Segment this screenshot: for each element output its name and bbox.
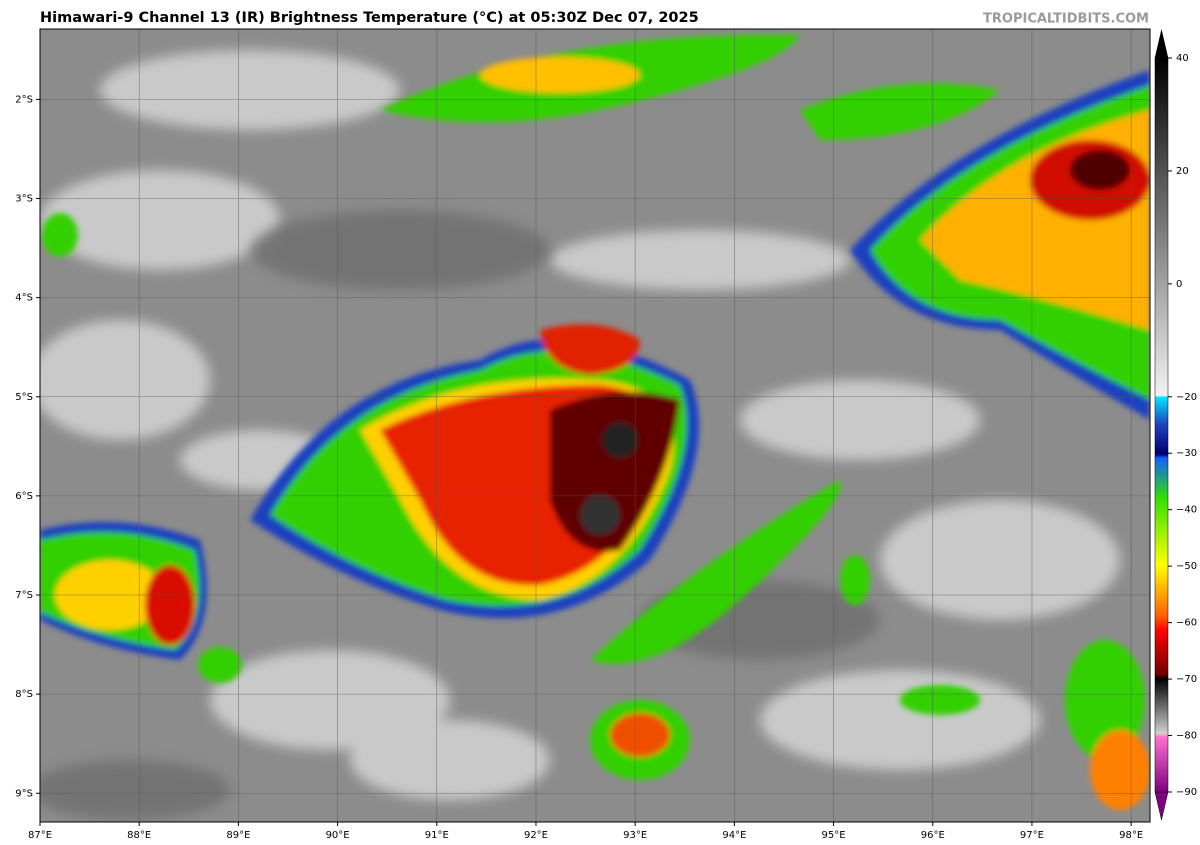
y-tick-label: 8°S	[15, 689, 33, 700]
colorbar-tick-label: −40	[1176, 505, 1197, 516]
y-tick-label: 2°S	[15, 94, 33, 105]
x-tick-label: 87°E	[28, 830, 52, 841]
colorbar-tick-label: −70	[1176, 674, 1197, 685]
colorbar-tick-label: −50	[1176, 561, 1197, 572]
x-tick-label: 92°E	[524, 830, 548, 841]
map-frame	[39, 28, 1151, 823]
y-tick-label: 9°S	[15, 788, 33, 799]
y-tick-label: 7°S	[15, 590, 33, 601]
colorbar-tick-label: −60	[1176, 618, 1197, 629]
x-tick-label: 93°E	[623, 830, 647, 841]
colorbar-tick-label: −80	[1176, 731, 1197, 742]
x-tick-label: 90°E	[326, 830, 350, 841]
satellite-imagery	[40, 29, 1150, 822]
colorbar-tick-label: −90	[1176, 787, 1197, 798]
title: Himawari-9 Channel 13 (IR) Brightness Te…	[40, 10, 699, 26]
y-tick-label: 4°S	[15, 293, 33, 304]
x-tick-label: 91°E	[425, 830, 449, 841]
colorbar	[1154, 29, 1169, 821]
x-tick-label: 97°E	[1020, 830, 1044, 841]
x-tick-label: 95°E	[822, 830, 846, 841]
colorbar-tick-label: −20	[1176, 392, 1197, 403]
y-tick-label: 5°S	[15, 392, 33, 403]
colorbar-tick-label: 40	[1176, 53, 1189, 64]
x-tick-label: 98°E	[1119, 830, 1143, 841]
y-tick-label: 6°S	[15, 491, 33, 502]
x-tick-label: 96°E	[921, 830, 945, 841]
colorbar-tick-label: 20	[1176, 166, 1189, 177]
credit: TROPICALTIDBITS.COM	[983, 12, 1149, 27]
x-tick-label: 88°E	[127, 830, 151, 841]
x-tick-label: 94°E	[722, 830, 746, 841]
colorbar-tick-label: 0	[1176, 279, 1182, 290]
x-tick-label: 89°E	[226, 830, 250, 841]
y-tick-label: 3°S	[15, 194, 33, 205]
colorbar-tick-label: −30	[1176, 448, 1197, 459]
